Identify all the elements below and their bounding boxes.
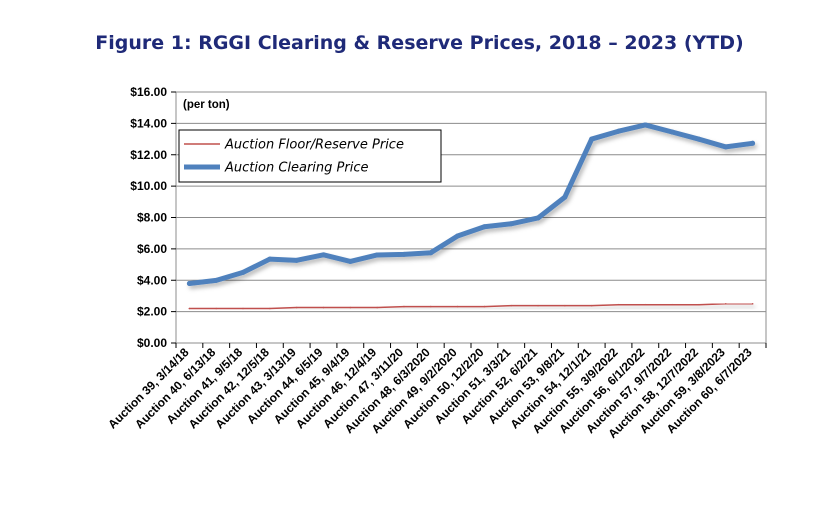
y-axis: $0.00 $2.00 $4.00 $6.00 $8.00 $10.00 $12.00 $14… — [130, 85, 176, 350]
point-floor-price — [644, 303, 647, 306]
point-floor-price — [537, 304, 539, 307]
point-clearing-price — [321, 252, 326, 258]
point-clearing-price — [669, 129, 675, 135]
point-floor-price — [698, 303, 700, 306]
point-clearing-price — [696, 136, 702, 142]
point-clearing-price — [508, 221, 514, 227]
point-clearing-price — [750, 140, 756, 146]
unit-note: (per ton) — [183, 99, 230, 111]
point-floor-price — [376, 306, 378, 309]
point-floor-price — [403, 305, 405, 308]
point-floor-price — [349, 306, 352, 309]
point-clearing-price — [642, 122, 648, 128]
point-floor-price — [456, 305, 459, 308]
point-clearing-price — [616, 128, 621, 134]
point-clearing-price — [723, 144, 729, 150]
point-floor-price — [617, 303, 620, 306]
point-floor-price — [724, 302, 727, 305]
series-line-clearing-price — [186, 122, 756, 287]
y-tick-label: $16.00 — [130, 85, 167, 99]
point-clearing-price — [186, 281, 192, 287]
y-tick-label: $6.00 — [137, 242, 167, 256]
y-tick-label: $14.00 — [130, 116, 167, 130]
point-floor-price — [483, 305, 486, 308]
point-clearing-price — [240, 269, 246, 275]
point-floor-price — [671, 303, 673, 306]
point-clearing-price — [535, 215, 541, 221]
point-floor-price — [269, 307, 271, 310]
point-floor-price — [188, 307, 191, 310]
point-floor-price — [590, 304, 593, 307]
series-line-floor-price — [188, 303, 754, 310]
point-clearing-price — [589, 136, 595, 142]
point-floor-price — [564, 304, 566, 307]
series-lines — [186, 122, 756, 310]
point-clearing-price — [562, 194, 568, 200]
point-clearing-price — [481, 224, 487, 230]
point-floor-price — [322, 306, 325, 309]
chart-title: Figure 1: RGGI Clearing & Reserve Prices… — [95, 32, 744, 54]
y-tick-label: $12.00 — [130, 148, 167, 162]
y-tick-label: $0.00 — [137, 336, 167, 350]
point-clearing-price — [455, 233, 461, 239]
point-clearing-price — [347, 258, 353, 264]
point-floor-price — [242, 307, 244, 310]
legend: Auction Floor/Reserve Price Auction Clea… — [178, 129, 442, 183]
y-tick-label: $10.00 — [130, 179, 167, 193]
legend-label-clearing-price: Auction Clearing Price — [224, 161, 369, 176]
point-clearing-price — [428, 250, 434, 256]
legend-label-floor-price: Auction Floor/Reserve Price — [224, 138, 404, 153]
y-tick-label: $2.00 — [137, 305, 167, 319]
legend-box — [178, 129, 442, 183]
point-floor-price — [751, 302, 754, 305]
y-tick-label: $8.00 — [137, 211, 167, 225]
point-clearing-price — [374, 252, 380, 258]
point-clearing-price — [267, 256, 273, 262]
y-tick-label: $4.00 — [137, 273, 167, 287]
point-floor-price — [295, 306, 298, 309]
point-floor-price — [510, 304, 513, 307]
point-floor-price — [215, 307, 218, 310]
point-floor-price — [429, 305, 432, 308]
point-clearing-price — [294, 257, 300, 263]
point-clearing-price — [401, 251, 407, 257]
point-clearing-price — [213, 277, 219, 283]
